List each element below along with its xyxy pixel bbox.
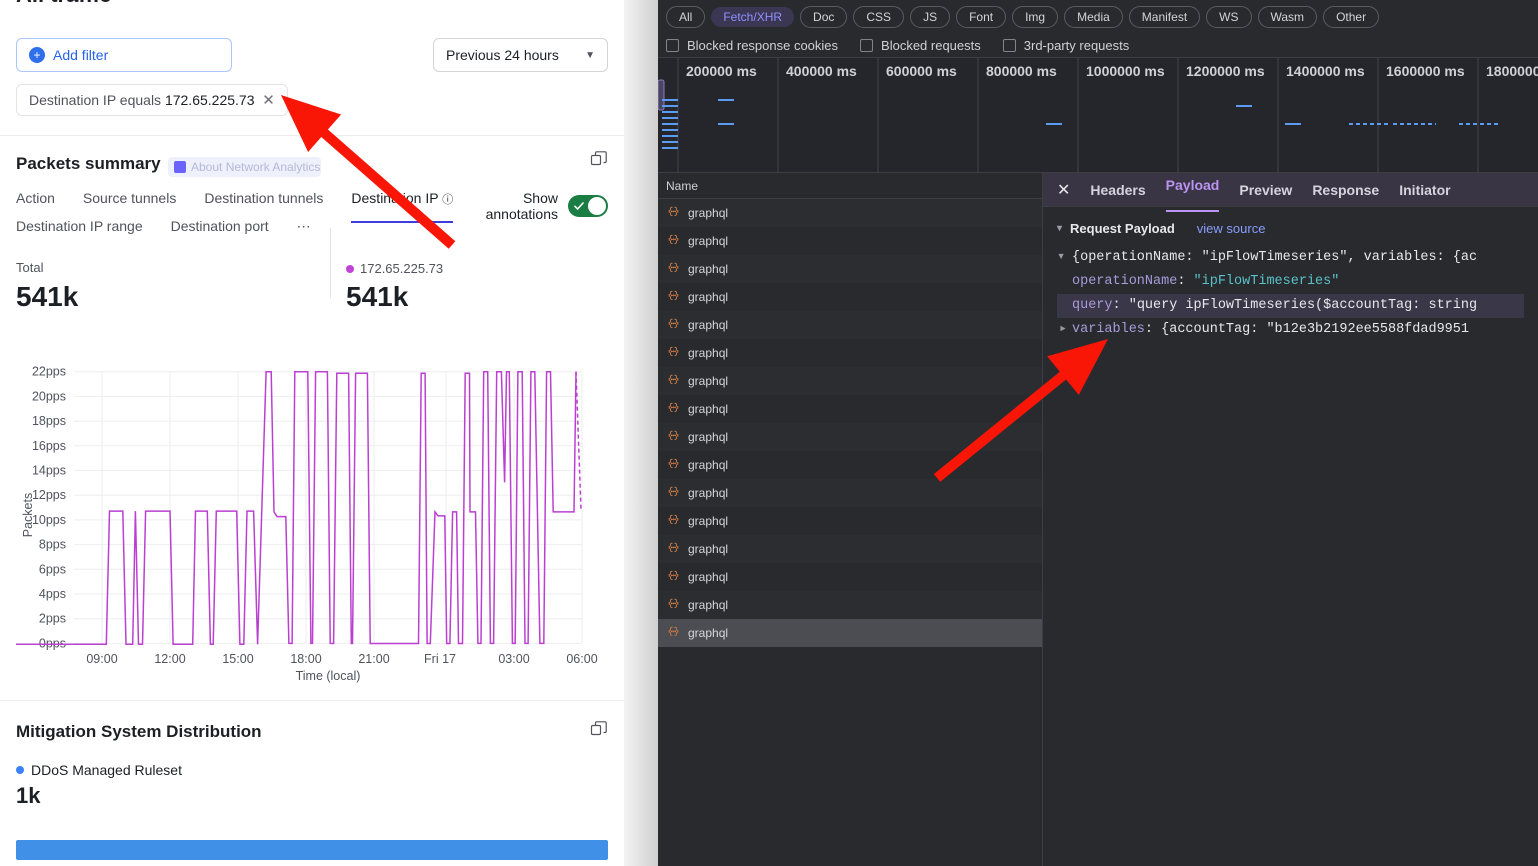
svg-text:6pps: 6pps: [39, 562, 66, 576]
svg-text:Fri 17: Fri 17: [424, 652, 456, 666]
svg-text:1600000 ms: 1600000 ms: [1386, 63, 1465, 79]
svg-text:2pps: 2pps: [39, 612, 66, 626]
svg-text:1800000 ms: 1800000 ms: [1486, 63, 1538, 79]
svg-text:Packets: Packets: [21, 493, 35, 537]
svg-text:22pps: 22pps: [32, 365, 66, 379]
svg-text:1000000 ms: 1000000 ms: [1086, 63, 1165, 79]
svg-text:4pps: 4pps: [39, 587, 66, 601]
svg-text:12:00: 12:00: [154, 652, 185, 666]
svg-text:8pps: 8pps: [39, 538, 66, 552]
svg-text:1400000 ms: 1400000 ms: [1286, 63, 1365, 79]
svg-text:18pps: 18pps: [32, 414, 66, 428]
svg-text:06:00: 06:00: [566, 652, 597, 666]
svg-text:18:00: 18:00: [290, 652, 321, 666]
svg-text:200000 ms: 200000 ms: [686, 63, 757, 79]
svg-text:0pps: 0pps: [39, 636, 66, 650]
svg-text:16pps: 16pps: [32, 439, 66, 453]
svg-text:09:00: 09:00: [86, 652, 117, 666]
svg-text:20pps: 20pps: [32, 389, 66, 403]
svg-text:12pps: 12pps: [32, 488, 66, 502]
svg-text:600000 ms: 600000 ms: [886, 63, 957, 79]
svg-text:Time (local): Time (local): [296, 669, 361, 683]
svg-text:800000 ms: 800000 ms: [986, 63, 1057, 79]
svg-text:14pps: 14pps: [32, 464, 66, 478]
svg-text:03:00: 03:00: [498, 652, 529, 666]
svg-text:15:00: 15:00: [222, 652, 253, 666]
svg-text:1200000 ms: 1200000 ms: [1186, 63, 1265, 79]
svg-text:21:00: 21:00: [358, 652, 389, 666]
svg-text:10pps: 10pps: [32, 513, 66, 527]
svg-text:400000 ms: 400000 ms: [786, 63, 857, 79]
